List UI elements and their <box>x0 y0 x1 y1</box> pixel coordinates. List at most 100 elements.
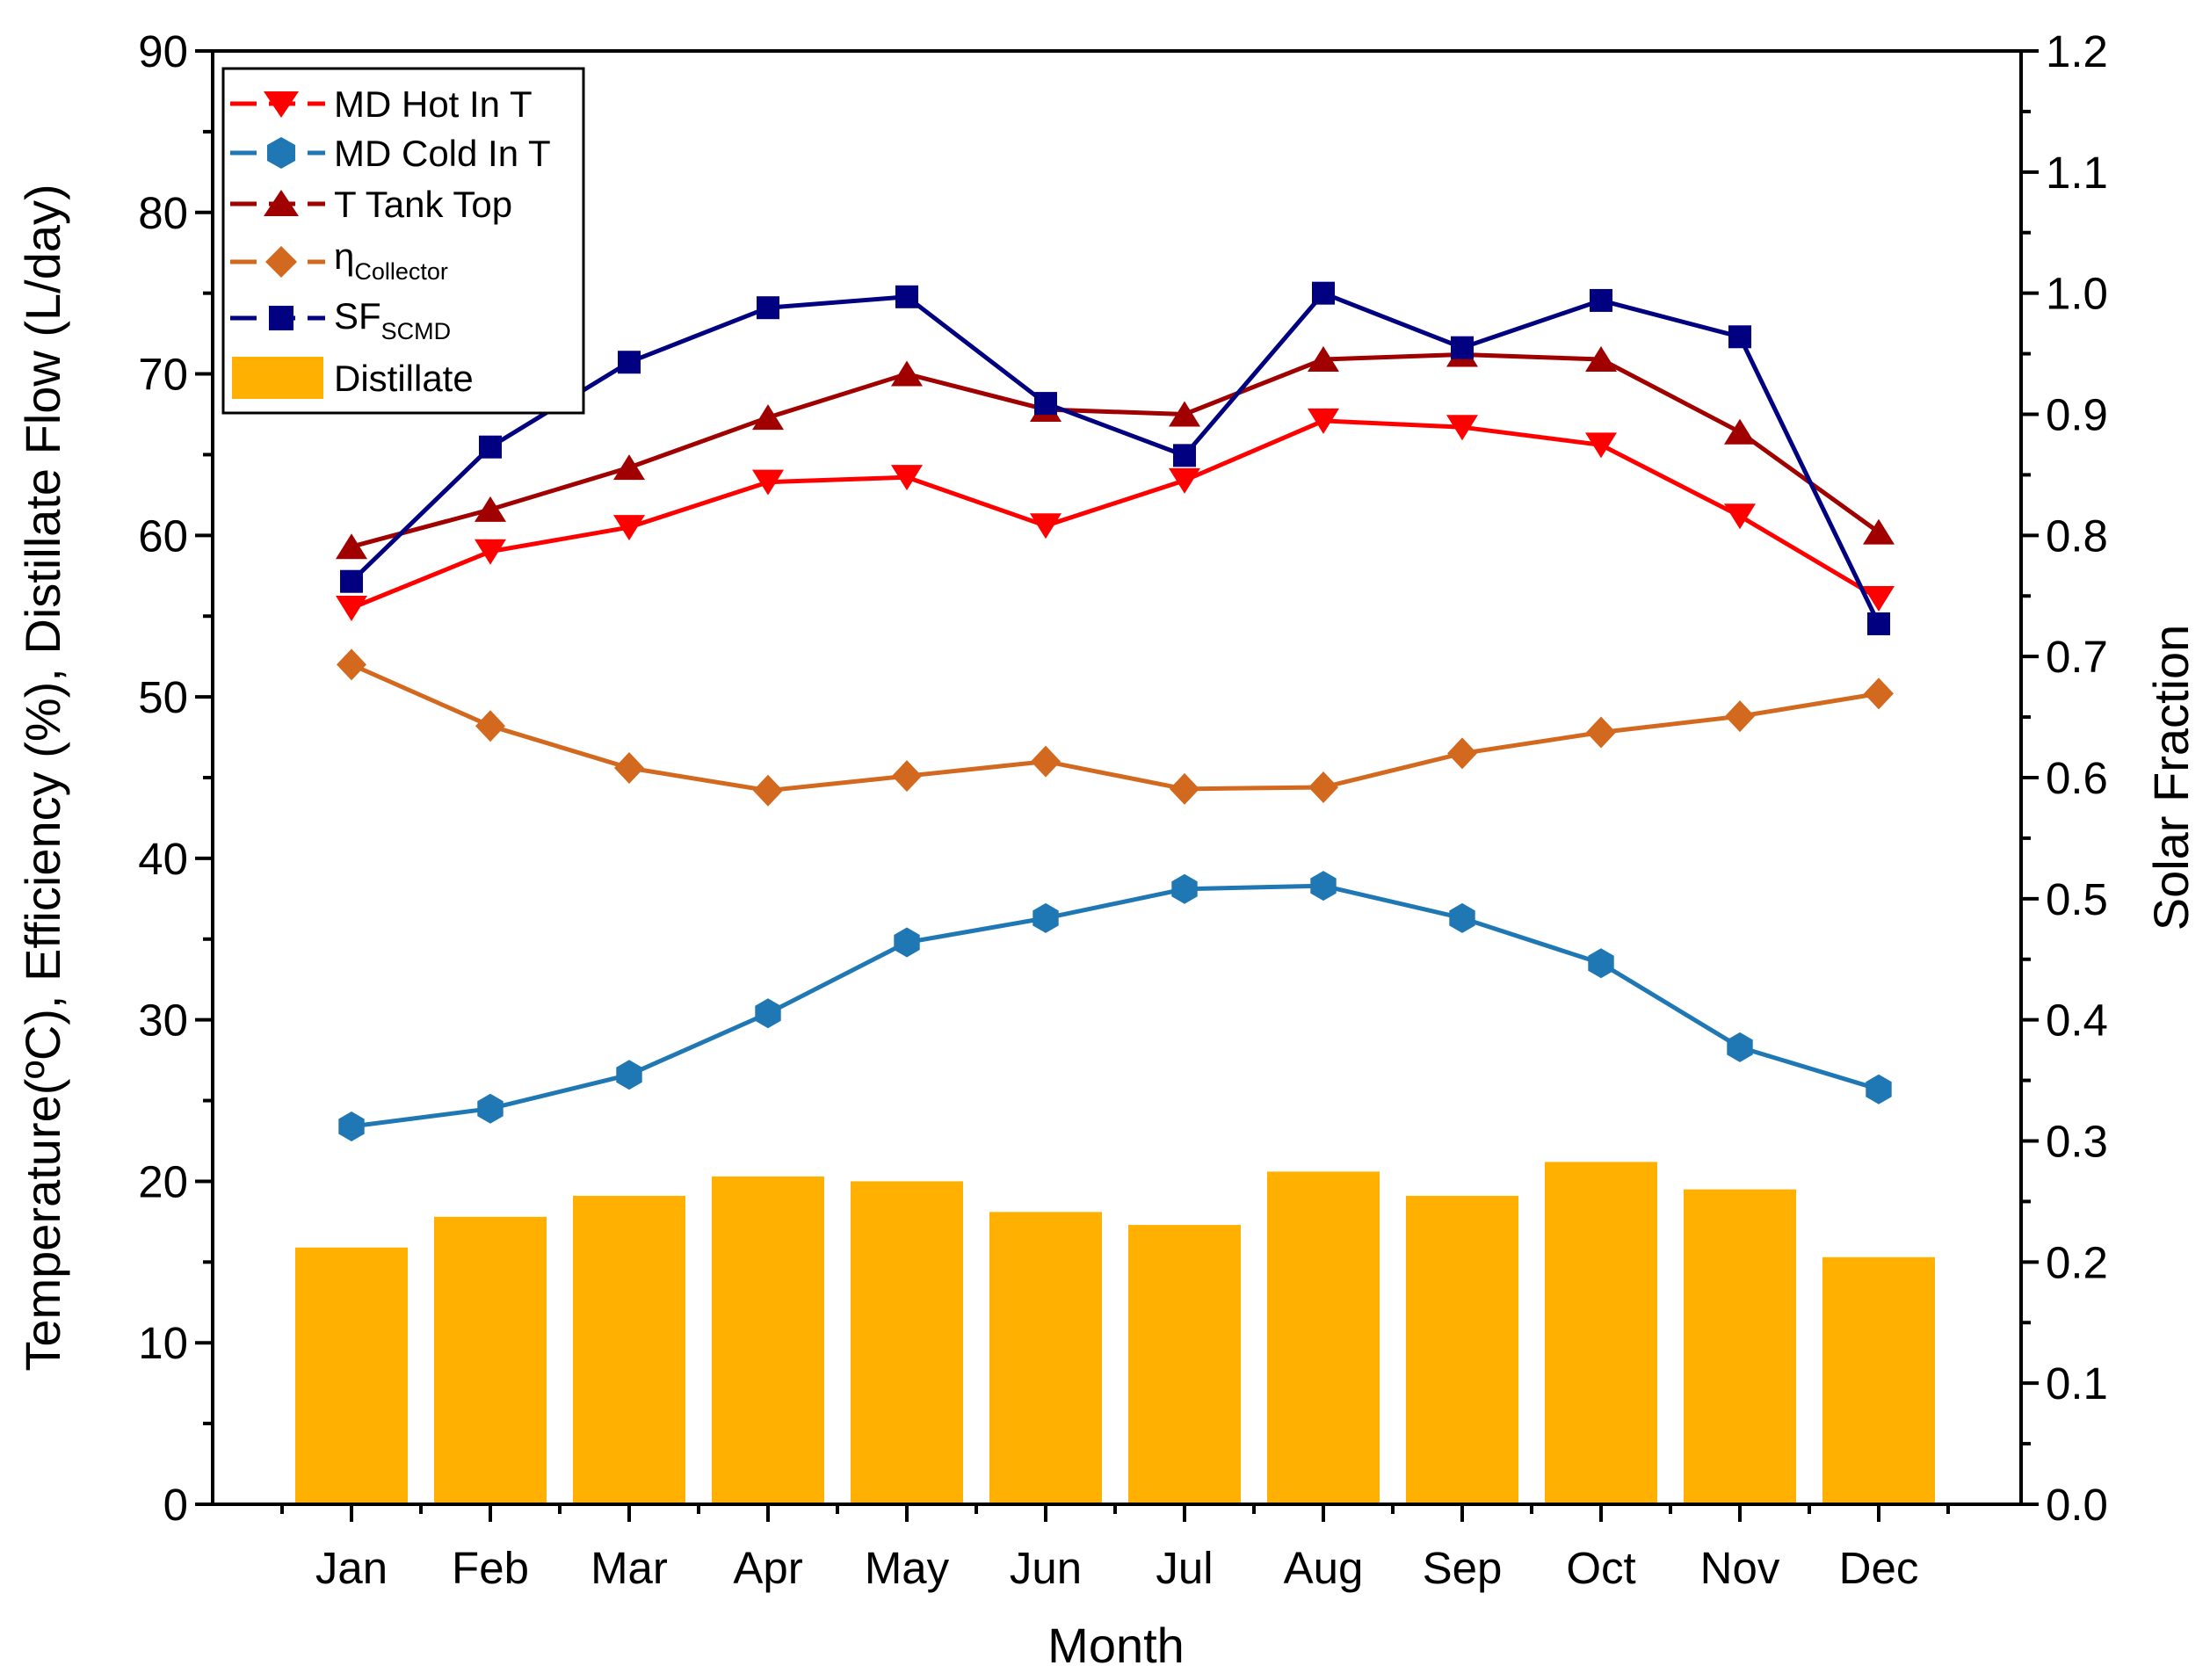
data-point <box>1034 392 1057 416</box>
data-point <box>1031 745 1061 778</box>
legend-entry-md-cold-in-t: MD Cold In T <box>230 133 551 174</box>
data-point <box>618 351 641 374</box>
data-point <box>1447 737 1477 770</box>
data-point <box>1590 288 1612 312</box>
series-line <box>351 351 1880 549</box>
bar-distillate <box>295 1247 408 1504</box>
series-line <box>351 418 1880 611</box>
data-point <box>1588 948 1614 979</box>
data-point <box>479 435 502 459</box>
hexagon-icon <box>267 137 295 169</box>
legend-entry-distillate: Distillate <box>232 357 474 399</box>
legend-entry-eta-collector: ηCollector <box>230 235 448 285</box>
triangle-up-icon <box>264 190 299 216</box>
bar-distillate <box>573 1195 685 1504</box>
series-md-hot-in-t <box>336 408 1895 622</box>
bar-distillate <box>851 1181 963 1504</box>
y-tick-label: 60 <box>138 511 188 561</box>
x-tick-label: Aug <box>1284 1543 1364 1593</box>
legend-box <box>221 67 585 415</box>
series-line <box>350 663 1880 793</box>
data-point <box>475 539 506 565</box>
legend-entry-sf-scmd: SFSCMD <box>230 295 451 344</box>
data-point <box>892 760 922 793</box>
x-tick-label: Dec <box>1839 1543 1919 1593</box>
y2-tick-label: 0.4 <box>2046 996 2108 1046</box>
y-tick-label: 70 <box>138 350 188 400</box>
data-point <box>753 774 783 807</box>
bar-distillate <box>1267 1171 1380 1504</box>
legend-label: T Tank Top <box>334 184 512 225</box>
y2-tick-label: 1.2 <box>2046 26 2108 76</box>
bar-distillate <box>712 1176 824 1504</box>
series-sfscmd <box>340 281 1890 635</box>
bar-distillate <box>1822 1256 1935 1504</box>
data-point <box>891 465 923 491</box>
x-tick-label: Sep <box>1423 1543 1503 1593</box>
series-line <box>350 290 1881 626</box>
x-tick-label: Mar <box>591 1543 668 1593</box>
y-tick-label: 20 <box>138 1156 188 1206</box>
y-tick-label: 50 <box>138 672 188 722</box>
data-point <box>1724 503 1756 530</box>
y2-tick-label: 0.7 <box>2046 632 2108 682</box>
y-tick-label: 80 <box>138 188 188 238</box>
bars-layer <box>295 1162 1935 1504</box>
legend-label: Distillate <box>334 358 474 399</box>
data-point <box>1308 408 1339 434</box>
data-point <box>475 710 505 742</box>
data-point <box>613 454 645 481</box>
bar-swatch-icon <box>232 357 323 399</box>
y2-tick-label: 0.5 <box>2046 874 2108 924</box>
series-t-tank-top <box>336 341 1895 560</box>
y2-tick-label: 0.8 <box>2046 511 2108 561</box>
data-point <box>336 533 367 560</box>
data-point <box>752 404 784 431</box>
legend-label: ηCollector <box>334 235 448 285</box>
bar-distillate <box>434 1216 547 1504</box>
y2-tick-label: 0.6 <box>2046 753 2108 803</box>
x-axis-title: Month <box>1047 1618 1185 1673</box>
y-tick-label: 0 <box>163 1480 188 1530</box>
y2-axis-title: Solar Fraction <box>2143 625 2199 931</box>
y-tick-label: 30 <box>138 996 188 1046</box>
ticks-layer: 0 10 20 30 40 50 60 70 80 90 0.0 0.1 0.2 0.3 0.4 0.5 0.6… <box>138 26 2108 1593</box>
data-point <box>1446 415 1478 441</box>
diamond-icon <box>265 246 297 278</box>
series-line <box>351 883 1880 1129</box>
legend-entry-md-hot-in-t: MD Hot In T <box>230 83 533 125</box>
y2-tick-label: 0.3 <box>2046 1117 2108 1167</box>
data-point <box>614 751 644 784</box>
data-point <box>1727 1032 1753 1062</box>
x-tick-label: Apr <box>733 1543 802 1593</box>
data-point <box>337 648 366 681</box>
x-tick-label: Jun <box>1010 1543 1082 1593</box>
data-point <box>1863 586 1895 612</box>
data-point <box>338 1112 365 1141</box>
data-point <box>477 1093 504 1124</box>
triangle-down-icon <box>264 91 299 118</box>
legend-label: MD Cold In T <box>334 133 551 174</box>
x-tick-label: Jul <box>1156 1543 1213 1593</box>
legend-entry-t-tank-top: T Tank Top <box>230 184 512 225</box>
data-point <box>757 296 779 320</box>
data-point <box>1308 346 1339 373</box>
data-point <box>1308 771 1338 804</box>
data-point <box>1170 772 1199 805</box>
y-tick-label: 90 <box>138 26 188 76</box>
x-tick-label: Oct <box>1566 1543 1635 1593</box>
data-point <box>336 596 367 622</box>
bar-distillate <box>989 1212 1102 1504</box>
square-icon <box>269 306 293 330</box>
y-axis-title: Temperature(ºC), Efficiency (%), Distill… <box>15 184 70 1371</box>
legend-label: MD Hot In T <box>334 83 533 125</box>
data-point <box>1312 281 1335 305</box>
data-point <box>1724 418 1756 445</box>
bar-distillate <box>1128 1225 1241 1504</box>
data-point <box>1863 518 1895 545</box>
y2-tick-label: 1.0 <box>2046 269 2108 319</box>
x-tick-label: Feb <box>452 1543 529 1593</box>
data-point <box>613 515 645 541</box>
data-point <box>1169 401 1200 427</box>
data-point <box>752 469 784 496</box>
